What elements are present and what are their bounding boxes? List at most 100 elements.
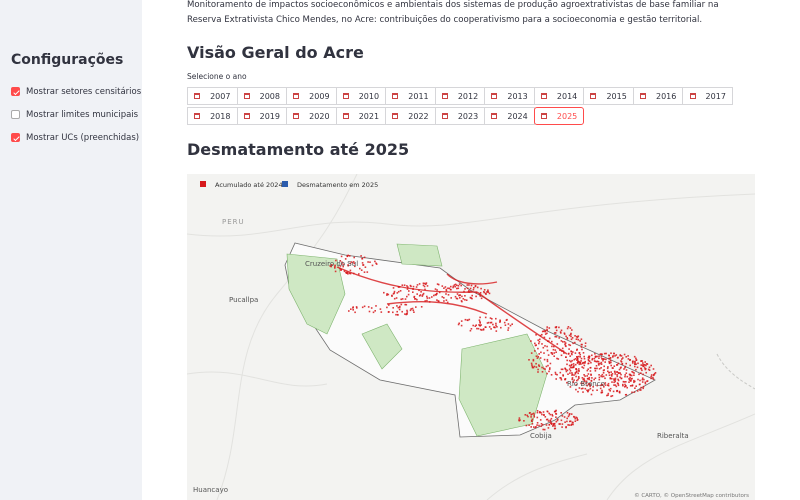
place-label: Pucallpa	[229, 296, 258, 304]
deforestation-patch	[530, 340, 532, 342]
year-button[interactable]: 2007	[187, 87, 238, 105]
calendar-icon	[342, 93, 349, 99]
deforestation-patch	[611, 377, 613, 380]
deforestation-patch	[561, 368, 564, 371]
deforestation-patch	[423, 285, 426, 288]
deforestation-patch	[334, 267, 336, 269]
year-button[interactable]: 2013	[484, 87, 535, 105]
checkbox[interactable]: Mostrar setores censitários	[11, 80, 141, 103]
deforestation-patch	[372, 311, 375, 314]
calendar-icon	[540, 93, 547, 99]
deforestation-patch	[620, 366, 622, 369]
deforestation-patch	[580, 363, 582, 365]
year-button[interactable]: 2009	[286, 87, 337, 105]
year-button[interactable]: 2018	[187, 107, 238, 125]
deforestation-patch	[570, 338, 573, 341]
deforestation-patch	[353, 262, 355, 265]
calendar-icon	[640, 93, 646, 99]
deforestation-patch	[354, 265, 356, 268]
deforestation-patch	[387, 293, 390, 296]
year-button[interactable]: 2023	[434, 107, 486, 125]
deforestation-patch	[575, 375, 577, 378]
deforestation-patch	[538, 365, 541, 367]
deforestation-patch	[641, 369, 643, 372]
deforestation-patch	[483, 289, 486, 291]
year-button[interactable]: 2011	[385, 87, 436, 105]
year-button[interactable]: 2016	[632, 87, 684, 105]
deforestation-patch	[614, 379, 617, 381]
deforestation-patch	[633, 372, 635, 374]
year-button[interactable]: 2021	[335, 107, 387, 125]
deforestation-patch	[644, 364, 646, 366]
deforestation-patch	[574, 420, 577, 422]
year-button[interactable]: 2024	[484, 107, 535, 125]
checkbox[interactable]: Mostrar UCs (preenchidas)	[11, 126, 141, 149]
map[interactable]: Acumulado até 2024 Desmatamento em 2025 P…	[187, 174, 755, 500]
deforestation-patch	[577, 355, 580, 358]
deforestation-patch	[361, 262, 364, 264]
deforestation-patch	[550, 423, 553, 425]
deforestation-patch	[503, 321, 506, 324]
deforestation-patch	[573, 374, 575, 376]
deforestation-patch	[488, 326, 491, 328]
deforestation-patch	[367, 261, 369, 263]
deforestation-patch	[406, 285, 408, 287]
year-button[interactable]: 2014	[533, 87, 585, 105]
deforestation-patch	[641, 377, 644, 379]
deforestation-patch	[611, 373, 614, 375]
year-button[interactable]: 2025	[533, 107, 585, 125]
deforestation-patch	[581, 366, 583, 368]
deforestation-patch	[588, 378, 590, 381]
deforestation-patch	[335, 259, 337, 262]
year-button[interactable]: 2008	[236, 87, 288, 105]
year-button[interactable]: 2017	[682, 87, 733, 105]
deforestation-patch	[642, 387, 644, 390]
year-button[interactable]: 2022	[385, 107, 436, 125]
deforestation-patch	[568, 368, 571, 370]
checkbox[interactable]: Mostrar limites municipais	[11, 103, 141, 126]
deforestation-patch	[643, 365, 645, 367]
deforestation-patch	[560, 354, 563, 357]
deforestation-patch	[449, 288, 452, 291]
deforestation-patch	[475, 292, 478, 294]
year-button[interactable]: 2010	[335, 87, 387, 105]
deforestation-patch	[608, 374, 611, 376]
deforestation-patch	[454, 295, 457, 298]
deforestation-patch	[426, 295, 428, 298]
deforestation-patch	[347, 273, 349, 275]
deforestation-patch	[348, 272, 351, 275]
deforestation-patch	[371, 264, 374, 267]
deforestation-patch	[561, 347, 564, 350]
deforestation-patch	[571, 377, 574, 379]
deforestation-patch	[574, 417, 576, 420]
deforestation-patch	[488, 292, 491, 295]
deforestation-patch	[474, 285, 477, 287]
place-label: Riberalta	[657, 432, 689, 440]
deforestation-patch	[392, 293, 395, 295]
year-button[interactable]: 2019	[236, 107, 288, 125]
deforestation-patch	[589, 384, 592, 386]
year-button[interactable]: 2012	[434, 87, 486, 105]
year-button[interactable]: 2020	[286, 107, 337, 125]
year-button[interactable]: 2015	[583, 87, 634, 105]
deforestation-patch	[361, 306, 364, 309]
deforestation-patch	[555, 351, 557, 353]
deforestation-patch	[576, 356, 578, 358]
deforestation-patch	[616, 364, 618, 366]
deforestation-patch	[484, 326, 487, 328]
deforestation-patch	[556, 357, 558, 360]
deforestation-patch	[544, 368, 546, 370]
deforestation-patch	[560, 377, 562, 379]
deforestation-patch	[574, 358, 577, 360]
deforestation-patch	[531, 423, 534, 425]
deforestation-patch	[584, 387, 587, 390]
deforestation-patch	[551, 340, 553, 343]
deforestation-patch	[544, 329, 546, 332]
deforestation-patch	[628, 381, 630, 383]
deforestation-patch	[590, 361, 592, 364]
deforestation-patch	[348, 255, 351, 257]
deforestation-patch	[374, 310, 376, 312]
deforestation-patch	[392, 311, 394, 314]
deforestation-patch	[601, 358, 603, 360]
deforestation-patch	[470, 328, 473, 330]
